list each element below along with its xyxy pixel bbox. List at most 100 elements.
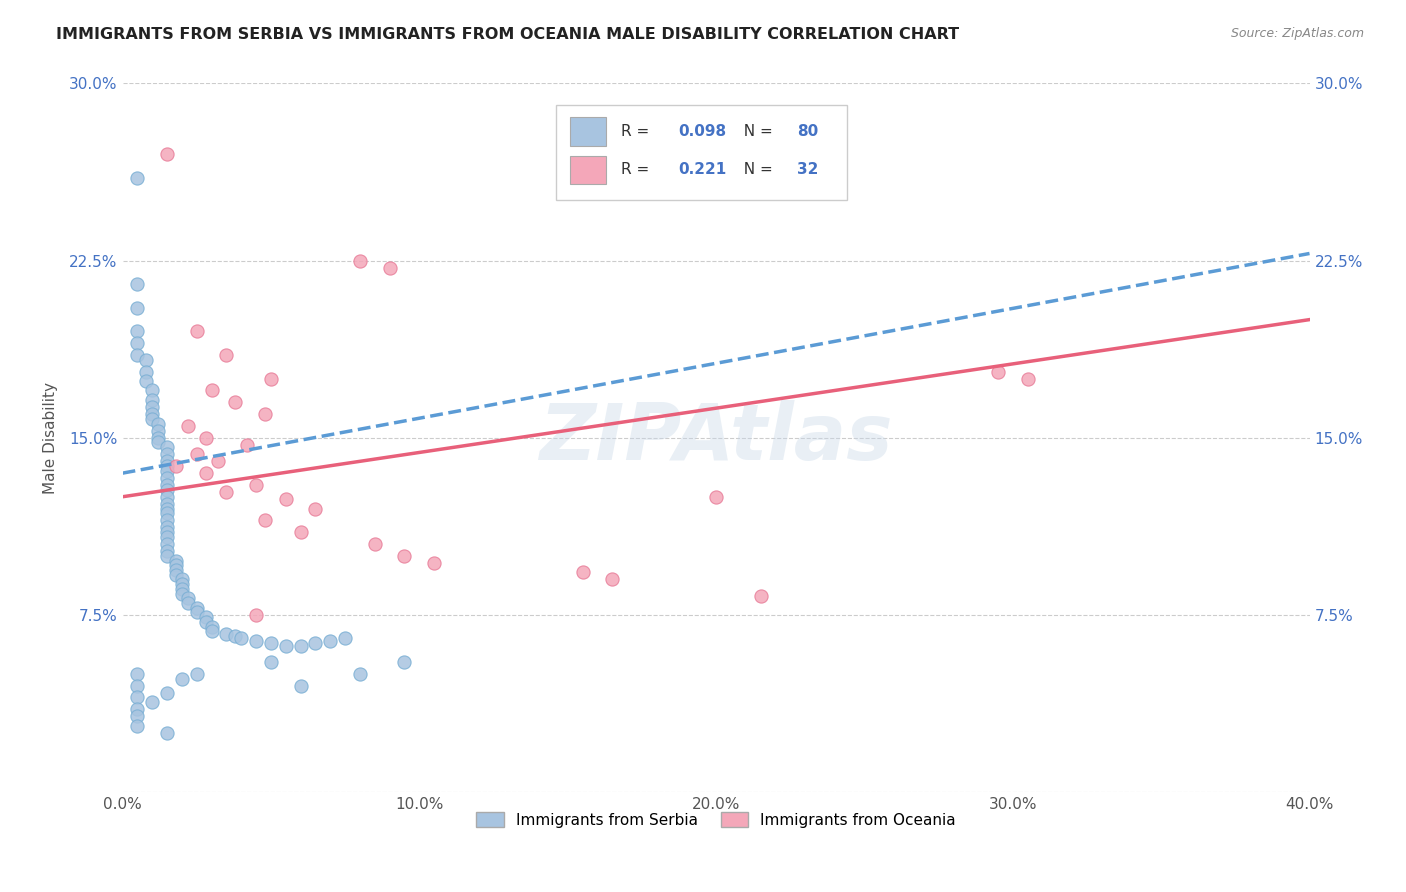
Point bbox=[231, 632, 253, 646]
Point bbox=[135, 374, 157, 388]
Point bbox=[186, 600, 208, 615]
Point bbox=[186, 447, 208, 461]
Point bbox=[194, 615, 217, 629]
Text: N =: N = bbox=[734, 162, 778, 178]
Point bbox=[749, 589, 772, 603]
Point bbox=[148, 424, 170, 438]
Point bbox=[165, 458, 187, 473]
Point bbox=[224, 629, 246, 643]
Point bbox=[394, 655, 416, 669]
Bar bbox=[569, 118, 606, 145]
Point bbox=[987, 365, 1010, 379]
Point bbox=[156, 544, 179, 558]
Text: IMMIGRANTS FROM SERBIA VS IMMIGRANTS FROM OCEANIA MALE DISABILITY CORRELATION CH: IMMIGRANTS FROM SERBIA VS IMMIGRANTS FRO… bbox=[56, 27, 959, 42]
Point bbox=[245, 478, 267, 492]
Point bbox=[274, 639, 297, 653]
Point bbox=[127, 666, 149, 681]
Point bbox=[156, 520, 179, 534]
Text: 80: 80 bbox=[797, 124, 818, 139]
Point bbox=[260, 636, 283, 650]
Point bbox=[141, 407, 163, 421]
Point bbox=[260, 655, 283, 669]
Point bbox=[156, 537, 179, 551]
Point bbox=[156, 454, 179, 468]
Point bbox=[201, 384, 224, 398]
Point bbox=[170, 672, 193, 686]
Point bbox=[215, 485, 238, 500]
Point bbox=[245, 607, 267, 622]
Point bbox=[170, 586, 193, 600]
Point bbox=[156, 506, 179, 520]
Point bbox=[127, 277, 149, 292]
Point bbox=[304, 636, 326, 650]
Point bbox=[127, 702, 149, 716]
Point bbox=[253, 513, 276, 527]
Point bbox=[156, 478, 179, 492]
Point bbox=[156, 483, 179, 497]
Point bbox=[156, 447, 179, 461]
Point bbox=[186, 606, 208, 620]
Point bbox=[156, 549, 179, 563]
Point bbox=[170, 573, 193, 587]
Point bbox=[177, 591, 200, 606]
Point bbox=[304, 501, 326, 516]
Point bbox=[127, 301, 149, 315]
Point bbox=[156, 458, 179, 473]
Point bbox=[135, 352, 157, 367]
Point bbox=[201, 624, 224, 639]
Point bbox=[165, 563, 187, 577]
Point bbox=[141, 695, 163, 709]
Point bbox=[177, 418, 200, 433]
Point bbox=[245, 633, 267, 648]
Bar bbox=[569, 156, 606, 184]
Text: N =: N = bbox=[734, 124, 778, 139]
Point bbox=[141, 384, 163, 398]
Point bbox=[378, 260, 401, 275]
Text: R =: R = bbox=[621, 162, 659, 178]
Text: 0.098: 0.098 bbox=[678, 124, 725, 139]
Point bbox=[170, 582, 193, 596]
Point bbox=[127, 336, 149, 351]
Point bbox=[274, 492, 297, 507]
Legend: Immigrants from Serbia, Immigrants from Oceania: Immigrants from Serbia, Immigrants from … bbox=[470, 805, 962, 834]
Point bbox=[127, 690, 149, 705]
Point bbox=[290, 525, 312, 540]
Point bbox=[141, 412, 163, 426]
Point bbox=[156, 147, 179, 161]
Point bbox=[215, 626, 238, 640]
Point bbox=[571, 566, 593, 580]
Text: R =: R = bbox=[621, 124, 654, 139]
Point bbox=[127, 325, 149, 339]
Point bbox=[156, 525, 179, 540]
Point bbox=[156, 501, 179, 516]
Point bbox=[349, 253, 371, 268]
Point bbox=[165, 567, 187, 582]
Point bbox=[290, 639, 312, 653]
Point bbox=[236, 438, 259, 452]
FancyBboxPatch shape bbox=[555, 104, 846, 201]
Point bbox=[319, 633, 342, 648]
Point bbox=[156, 464, 179, 478]
Point bbox=[215, 348, 238, 362]
Point bbox=[148, 435, 170, 450]
Point bbox=[423, 556, 446, 570]
Point bbox=[600, 573, 623, 587]
Point bbox=[127, 170, 149, 185]
Point bbox=[333, 632, 356, 646]
Point bbox=[224, 395, 246, 409]
Point bbox=[127, 719, 149, 733]
Point bbox=[127, 679, 149, 693]
Point bbox=[253, 407, 276, 421]
Point bbox=[127, 348, 149, 362]
Text: Source: ZipAtlas.com: Source: ZipAtlas.com bbox=[1230, 27, 1364, 40]
Point bbox=[394, 549, 416, 563]
Point bbox=[260, 372, 283, 386]
Point bbox=[156, 530, 179, 544]
Point bbox=[186, 666, 208, 681]
Point bbox=[156, 497, 179, 511]
Point bbox=[156, 513, 179, 527]
Point bbox=[194, 431, 217, 445]
Point bbox=[156, 440, 179, 454]
Point bbox=[194, 466, 217, 480]
Point bbox=[364, 537, 387, 551]
